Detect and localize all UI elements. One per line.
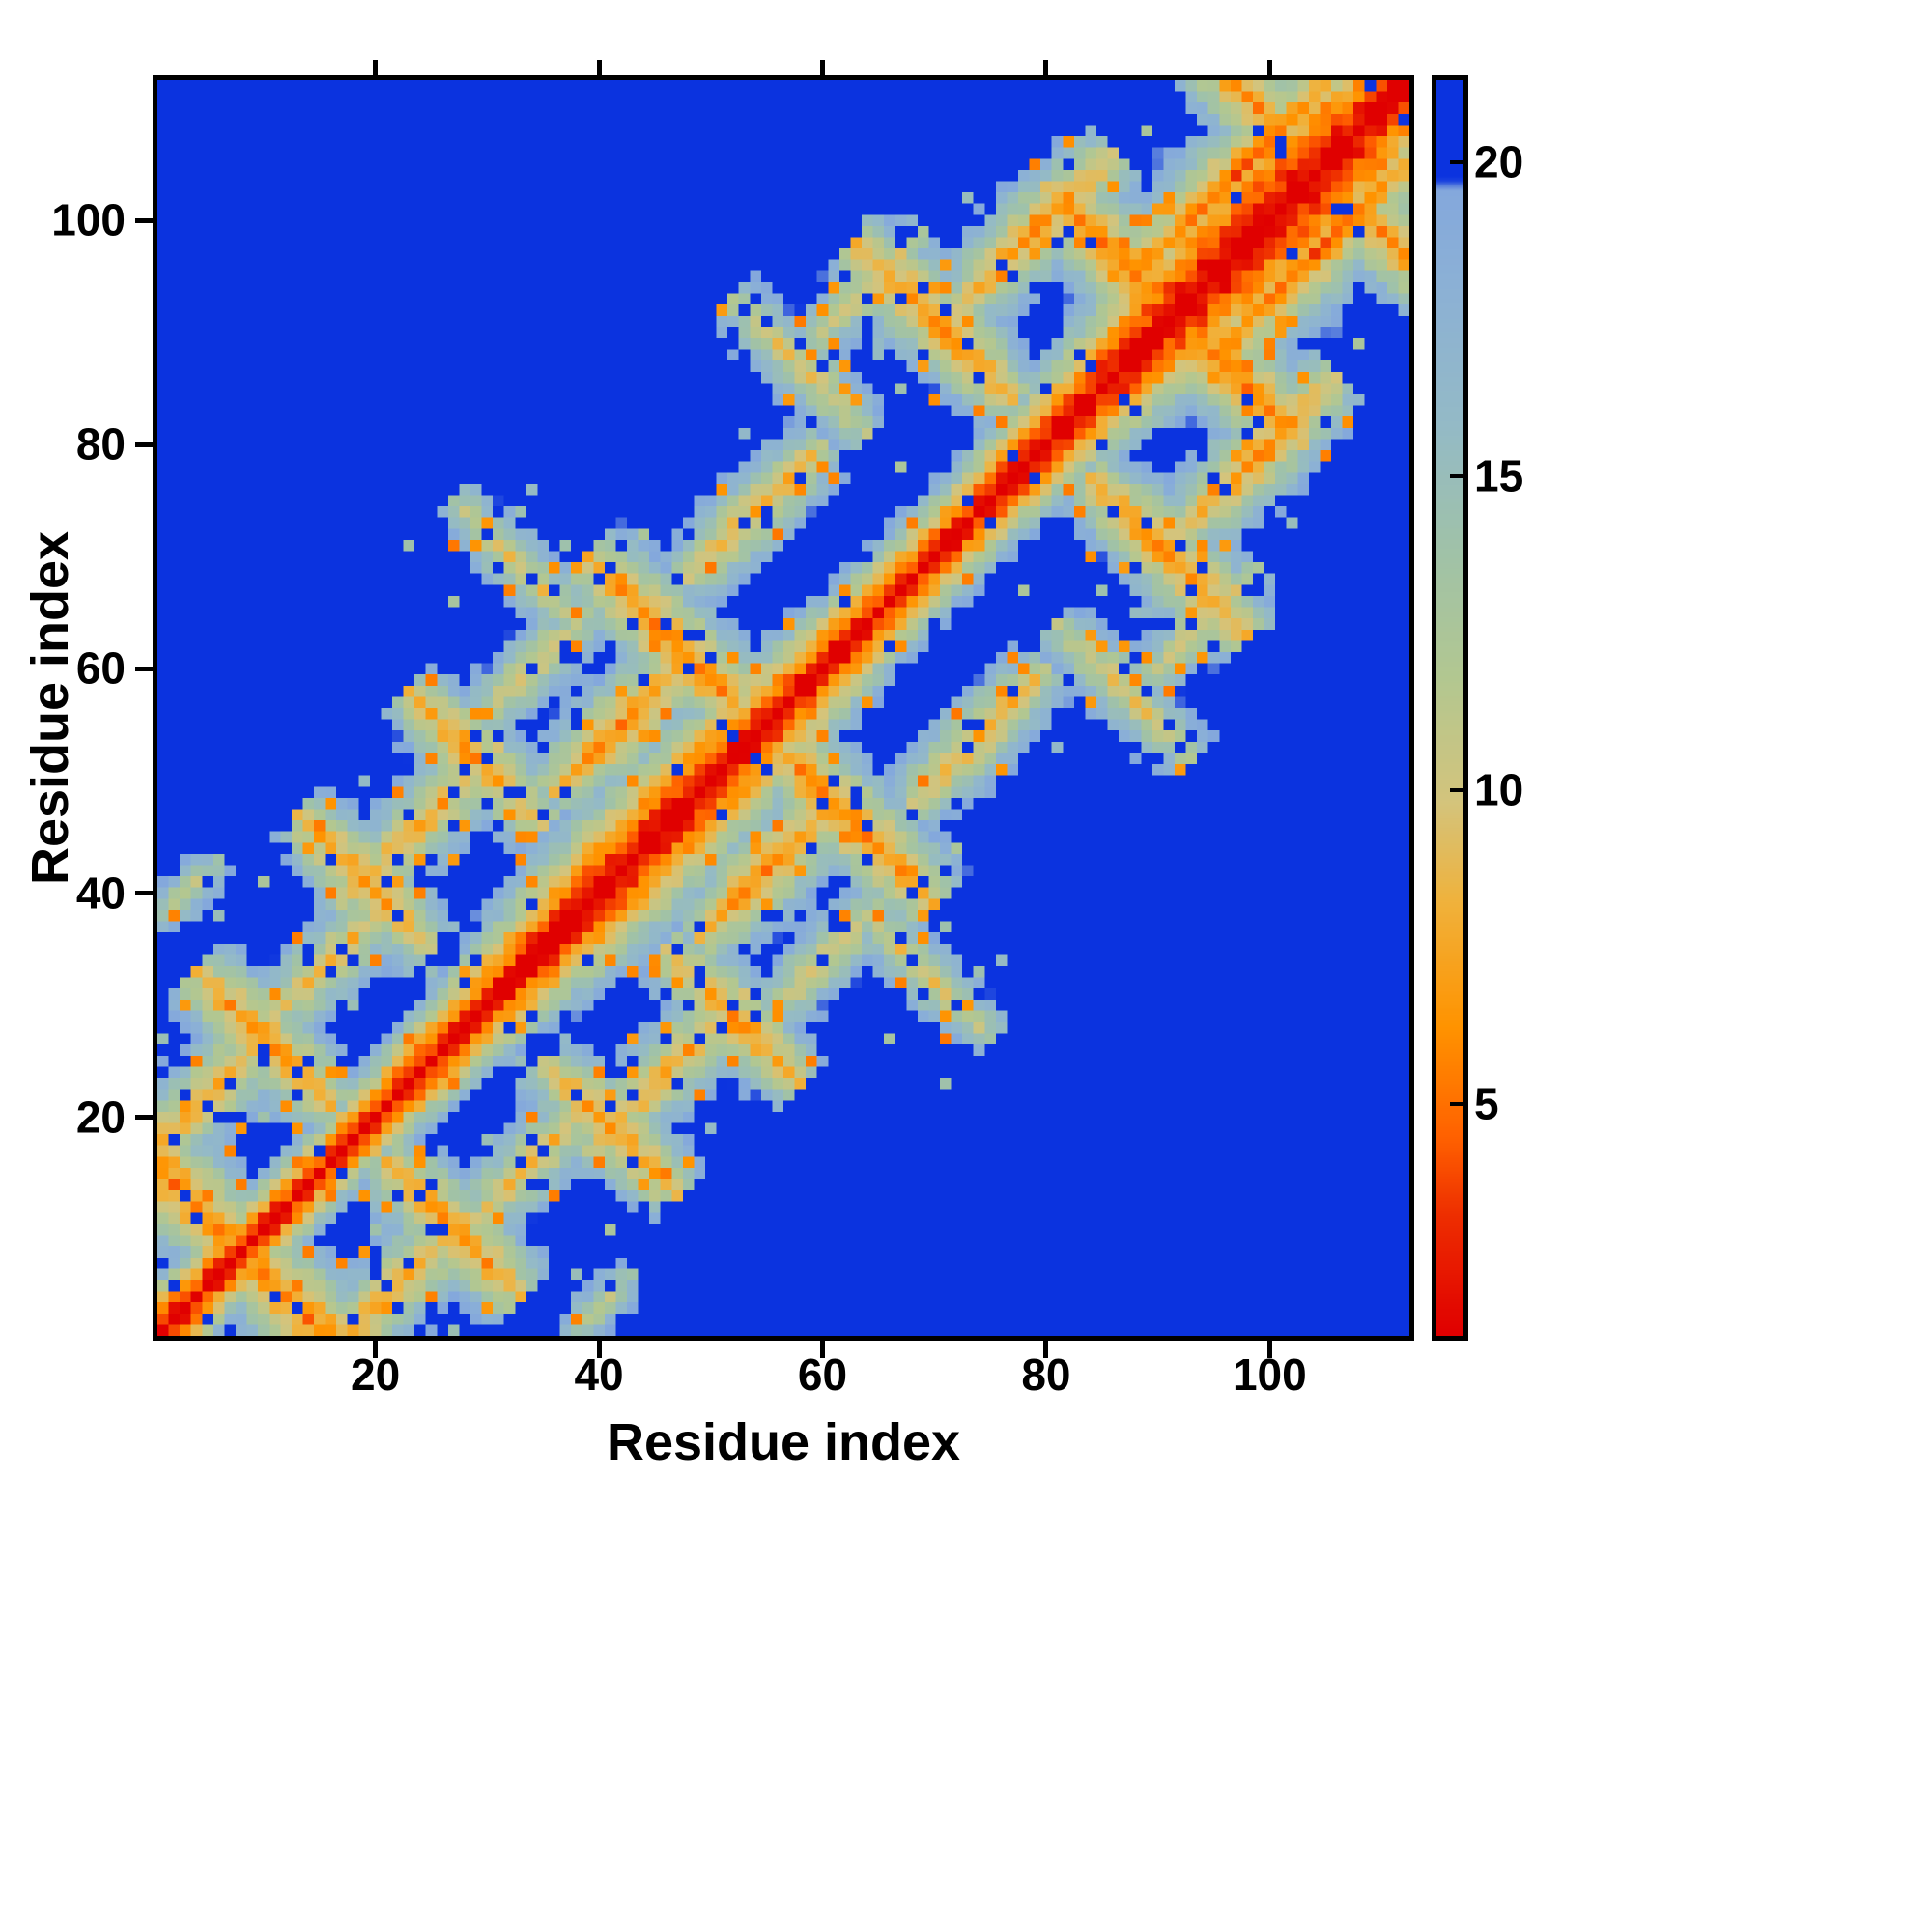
x-top-tick-mark: [373, 60, 379, 75]
x-tick-mark: [1266, 1341, 1272, 1358]
colorbar-gradient: [1436, 80, 1463, 1336]
colorbar-tick-label: 10: [1474, 764, 1524, 815]
y-tick-label: 60: [75, 643, 126, 695]
y-tick-label: 40: [75, 867, 126, 919]
y-tick-mark: [135, 217, 153, 223]
x-top-tick-mark: [1266, 60, 1272, 75]
colorbar-tick-mark: [1450, 159, 1463, 164]
y-tick-mark: [135, 1115, 153, 1121]
colorbar-tick-mark: [1450, 787, 1463, 792]
x-tick-label: 100: [1232, 1350, 1307, 1400]
colorbar-tick-mark: [1450, 473, 1463, 478]
y-tick-mark: [135, 666, 153, 671]
x-tick-mark: [1043, 1341, 1049, 1358]
x-axis-label: Residue index: [606, 1413, 961, 1471]
x-tick-label: 60: [797, 1350, 848, 1400]
y-tick-mark: [135, 891, 153, 896]
x-top-tick-mark: [820, 60, 825, 75]
colorbar-tick-label: 20: [1474, 136, 1524, 187]
x-tick-label: 80: [1021, 1350, 1071, 1400]
heatmap-canvas: [157, 80, 1409, 1336]
y-axis-label: Residue index: [21, 530, 79, 886]
colorbar-tick-label: 5: [1474, 1078, 1499, 1129]
plot-frame: [153, 75, 1414, 1341]
x-tick-mark: [373, 1341, 379, 1358]
colorbar-frame: [1432, 75, 1468, 1341]
x-tick-label: 20: [351, 1350, 401, 1400]
y-tick-mark: [135, 441, 153, 447]
colorbar-tick-mark: [1450, 1101, 1463, 1106]
x-top-tick-mark: [1043, 60, 1049, 75]
colorbar-tick-label: 15: [1474, 450, 1524, 501]
x-tick-label: 40: [574, 1350, 624, 1400]
x-top-tick-mark: [596, 60, 602, 75]
y-tick-label: 100: [51, 194, 126, 245]
y-tick-label: 80: [75, 418, 126, 469]
x-tick-mark: [596, 1341, 602, 1358]
x-tick-mark: [820, 1341, 825, 1358]
y-tick-label: 20: [75, 1092, 126, 1143]
